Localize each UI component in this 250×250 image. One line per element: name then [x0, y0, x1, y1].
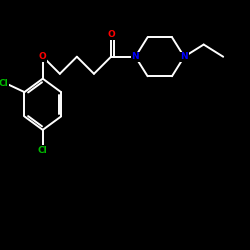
Text: N: N	[132, 52, 139, 61]
Text: N: N	[180, 52, 188, 61]
Text: O: O	[107, 30, 115, 39]
Text: Cl: Cl	[38, 146, 48, 155]
Text: Cl: Cl	[0, 79, 8, 88]
Text: O: O	[39, 52, 46, 61]
